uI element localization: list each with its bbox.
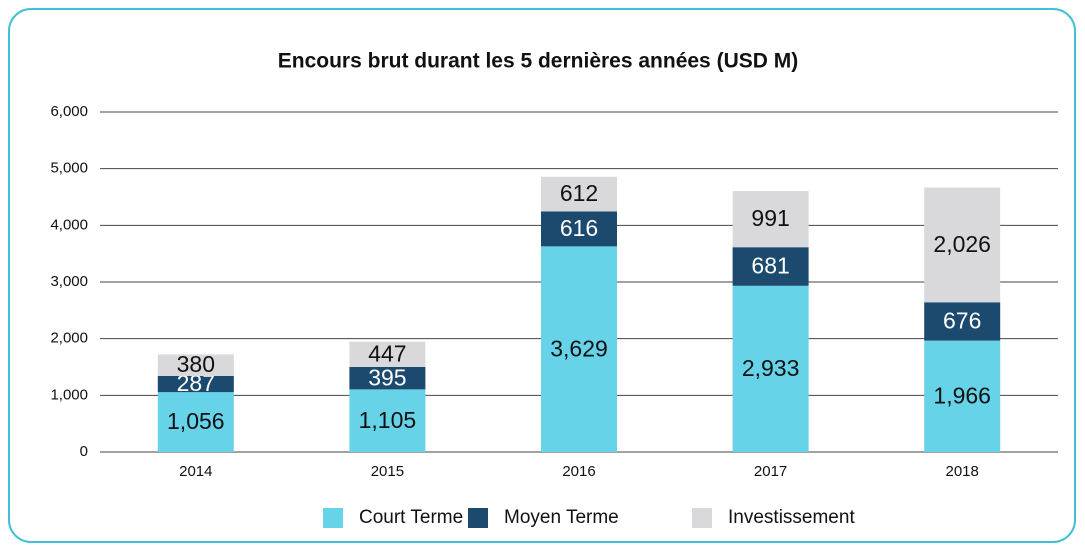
legend-label: Moyen Terme [504,507,619,528]
bar-segment [732,285,809,452]
bar-segment [541,246,617,452]
data-label: 616 [560,215,598,241]
data-label: 2,933 [742,355,800,381]
bar-segment [732,247,809,286]
data-label: 380 [177,351,215,377]
x-tick-label: 2018 [946,463,979,480]
data-label: 1,966 [933,382,991,408]
bar-segment [349,341,426,367]
bar-segment [349,389,426,452]
data-label: 991 [751,205,789,231]
data-label: 2,026 [933,231,991,257]
bar-segment [157,354,234,376]
x-tick-label: 2016 [562,463,595,480]
x-tick-label: 2015 [371,463,404,480]
y-tick-label: 3,000 [50,273,88,290]
bar-segment [349,367,426,390]
legend-label: Investissement [728,507,855,528]
data-label: 1,056 [167,408,225,434]
data-label: 447 [368,340,406,366]
x-tick-label: 2014 [179,463,212,480]
x-tick-label: 2017 [754,463,787,480]
bar-segment [157,392,234,452]
chart-title: Encours brut durant les 5 dernières anné… [278,50,798,73]
bar-segment [157,375,234,393]
legend-swatch [692,508,712,528]
bar-segment [732,191,809,248]
bar-segment [924,302,1001,341]
y-tick-label: 1,000 [50,386,88,403]
y-tick-label: 6,000 [50,103,88,120]
y-tick-label: 0 [80,443,88,460]
legend-swatch [323,508,343,528]
bar-segment [541,211,617,247]
data-label: 395 [368,364,406,390]
legend-swatch [468,508,488,528]
bar-segment [541,176,617,212]
y-tick-label: 2,000 [50,330,88,347]
data-label: 1,105 [359,407,417,433]
data-label: 612 [560,180,598,206]
y-tick-label: 4,000 [50,216,88,233]
bar-segment [924,340,1001,452]
data-label: 681 [751,253,789,279]
y-tick-label: 5,000 [50,160,88,177]
legend-label: Court Terme [359,507,463,528]
data-label: 676 [943,308,981,334]
bar-segment [924,187,1001,303]
data-label: 3,629 [550,335,608,361]
